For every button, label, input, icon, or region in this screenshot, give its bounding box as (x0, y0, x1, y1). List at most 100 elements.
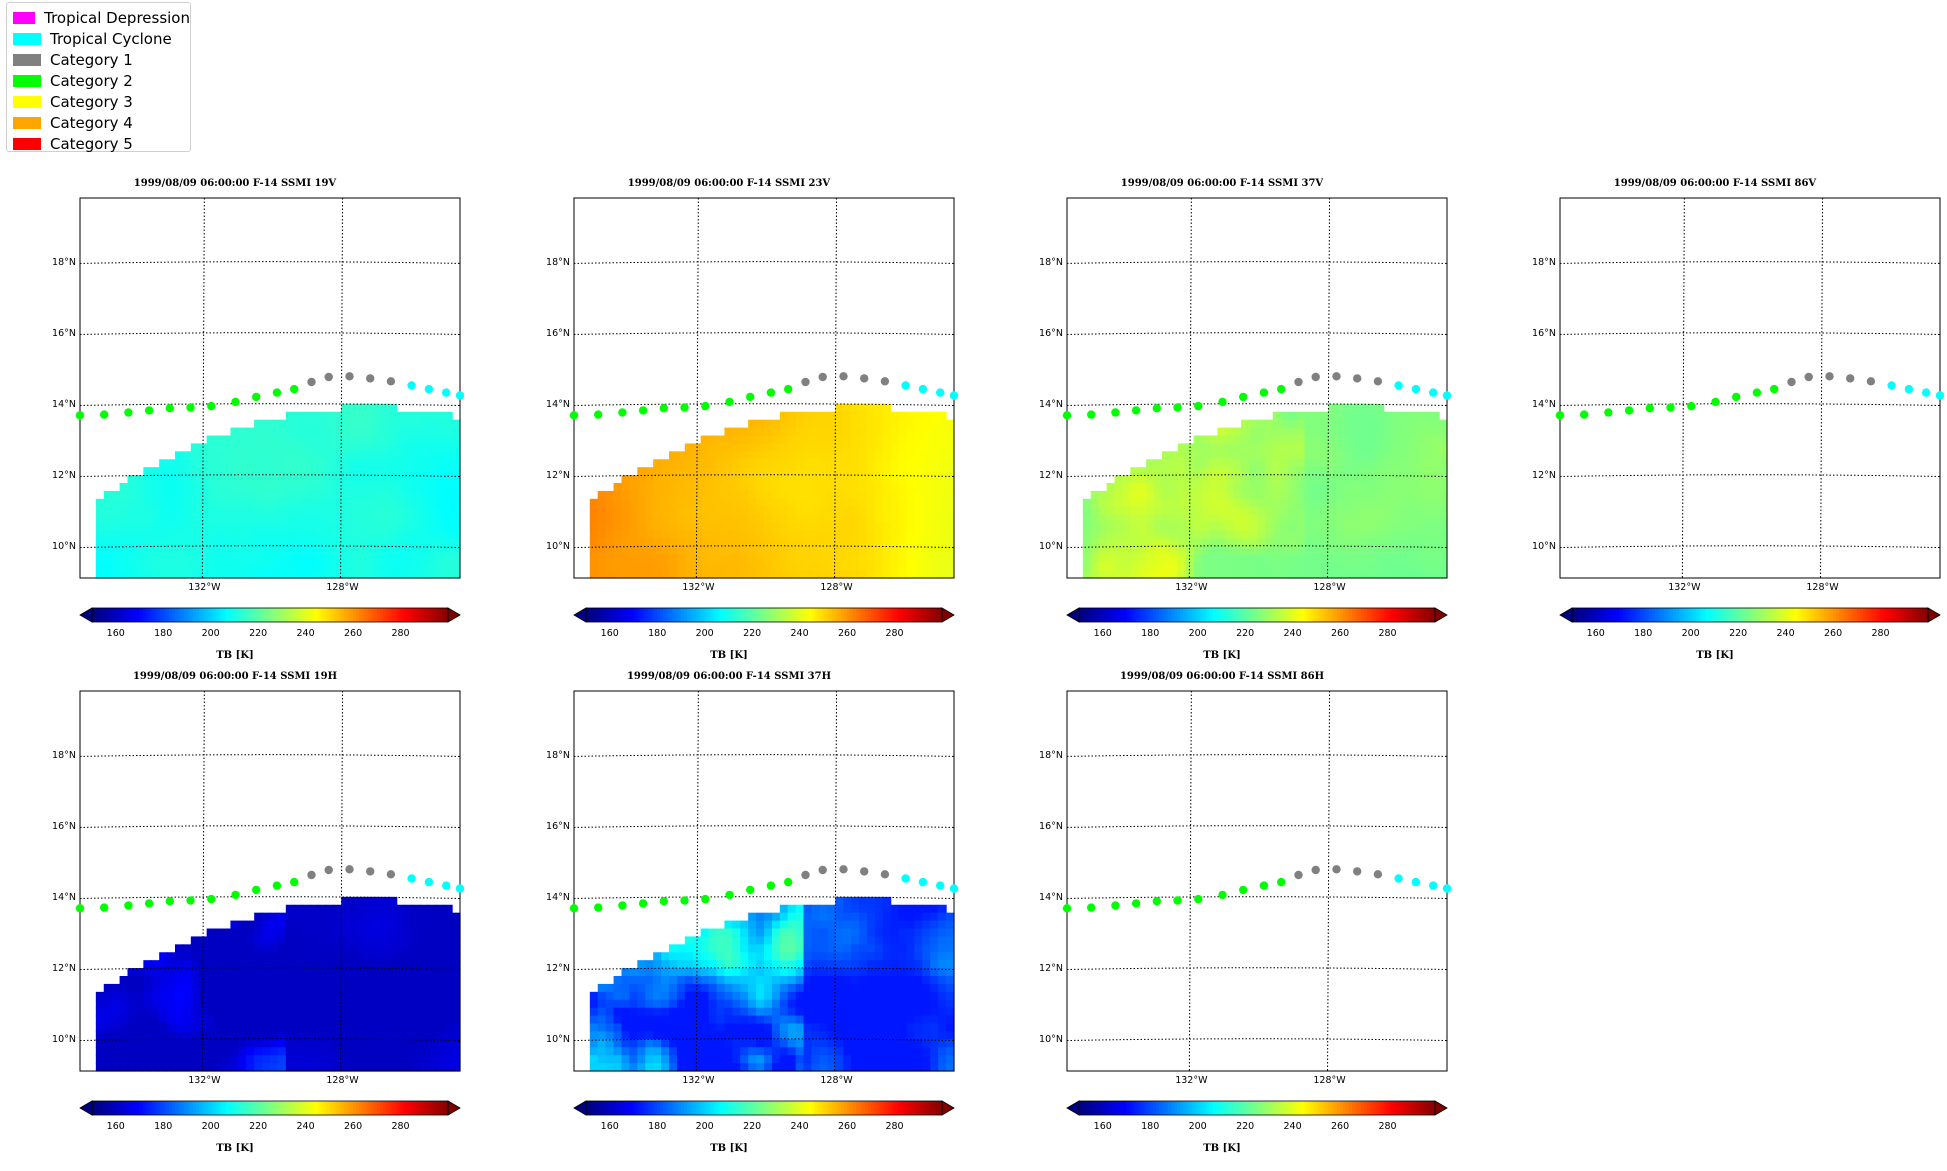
heatmap-cell (613, 1063, 623, 1072)
heatmap-cell (708, 538, 718, 547)
heatmap-cell (605, 554, 615, 563)
heatmap-cell (182, 554, 192, 563)
heatmap-cell (404, 490, 414, 500)
heatmap-cell (246, 1055, 255, 1064)
colorbar-segment (1815, 608, 1819, 622)
heatmap-cell (819, 936, 828, 945)
heatmap-cell (277, 912, 287, 922)
heatmap-cell (420, 506, 429, 516)
heatmap-cell (764, 490, 773, 500)
colorbar-segment (192, 1101, 197, 1115)
heatmap-cell (1296, 554, 1306, 563)
heatmap-cell (637, 570, 646, 579)
heatmap-cell (444, 435, 453, 445)
heatmap-cell (700, 483, 710, 492)
heatmap-cell (708, 459, 718, 468)
heatmap-cell (349, 498, 358, 508)
heatmap-cell (444, 411, 453, 421)
heatmap-cell (1336, 562, 1345, 571)
heatmap-cell (254, 1039, 263, 1048)
heatmap-cell (222, 976, 232, 985)
heatmap-cell (309, 1047, 319, 1056)
heatmap-cell (740, 530, 749, 540)
heatmap-cell (325, 546, 334, 555)
heatmap-cell (357, 522, 366, 532)
heatmap-cell (301, 419, 311, 429)
heatmap-cell (357, 403, 366, 413)
colorbar-segment (160, 608, 164, 622)
heatmap-cell (1169, 451, 1179, 460)
colorbar-segment (1429, 608, 1433, 622)
heatmap-cell (444, 1047, 453, 1056)
heatmap-cell (325, 506, 334, 516)
heatmap-cell (613, 546, 623, 555)
heatmap-cell (724, 451, 733, 460)
heatmap-cell (748, 467, 757, 476)
heatmap-cell (388, 554, 398, 563)
lat-tick-label: 12°N (1532, 470, 1556, 481)
heatmap-cell (811, 546, 821, 555)
heatmap-cell (151, 1015, 160, 1025)
heatmap-cell (669, 1039, 678, 1048)
heatmap-cell (684, 467, 694, 476)
colorbar-segment (1785, 608, 1790, 622)
heatmap-cell (756, 419, 765, 429)
heatmap-cell (262, 1015, 271, 1025)
heatmap-cell (787, 912, 797, 922)
panel-title: 1999/08/09 06:00:00 F-14 SSMI 37H (626, 671, 832, 682)
heatmap-cell (866, 999, 876, 1009)
heatmap-cell (732, 1023, 741, 1033)
heatmap-cell (222, 467, 232, 476)
heatmap-cell (1280, 498, 1290, 508)
heatmap-cell (222, 1047, 232, 1056)
heatmap-cell (1233, 475, 1242, 484)
heatmap-cell (151, 983, 160, 993)
heatmap-cell (605, 530, 615, 540)
colorbar-segment (1628, 608, 1632, 622)
lat-tick-label: 14°N (1532, 399, 1556, 410)
heatmap-cell (404, 538, 414, 547)
heatmap-cell (309, 411, 319, 421)
heatmap-cell (412, 514, 422, 524)
heatmap-cell (175, 562, 184, 571)
heatmap-cell (1344, 451, 1353, 460)
heatmap-cell (1439, 506, 1448, 516)
heatmap-cell (716, 1007, 726, 1017)
heatmap-cell (851, 983, 860, 993)
heatmap-cell (835, 896, 844, 906)
heatmap-cell (428, 1031, 437, 1040)
heatmap-cell (1225, 570, 1234, 579)
heatmap-cell (167, 999, 176, 1009)
colorbar-segment (1108, 608, 1113, 622)
heatmap-cell (230, 467, 239, 476)
heatmap-cell (1130, 506, 1139, 516)
heatmap-cell (277, 443, 287, 452)
colorbar-segment (118, 608, 123, 622)
colorbar-segment (344, 608, 348, 622)
heatmap-cell (238, 991, 247, 1001)
heatmap-cell (325, 912, 334, 922)
heatmap-cell (771, 514, 781, 524)
heatmap-cell (230, 1015, 239, 1025)
heatmap-cell (724, 1015, 733, 1025)
heatmap-cell (1106, 570, 1116, 579)
heatmap-cell (198, 451, 208, 460)
colorbar-segment (1583, 608, 1588, 622)
heatmap-cell (756, 1063, 765, 1072)
colorbar-segment (1862, 608, 1867, 622)
heatmap-cell (111, 991, 121, 1001)
heatmap-cell (1233, 490, 1242, 500)
heatmap-cell (1280, 411, 1290, 421)
heatmap-cell (357, 1055, 366, 1064)
heatmap-cell (95, 538, 105, 547)
heatmap-cell (1407, 490, 1416, 500)
heatmap-cell (325, 904, 334, 914)
heatmap-cell (661, 1039, 670, 1048)
heatmap-cell (357, 928, 366, 938)
heatmap-cell (404, 1007, 414, 1017)
heatmap-cell (444, 968, 453, 977)
heatmap-cell (1407, 570, 1416, 579)
heatmap-cell (372, 522, 382, 532)
heatmap-cell (645, 483, 654, 492)
heatmap-cell (1423, 538, 1432, 547)
